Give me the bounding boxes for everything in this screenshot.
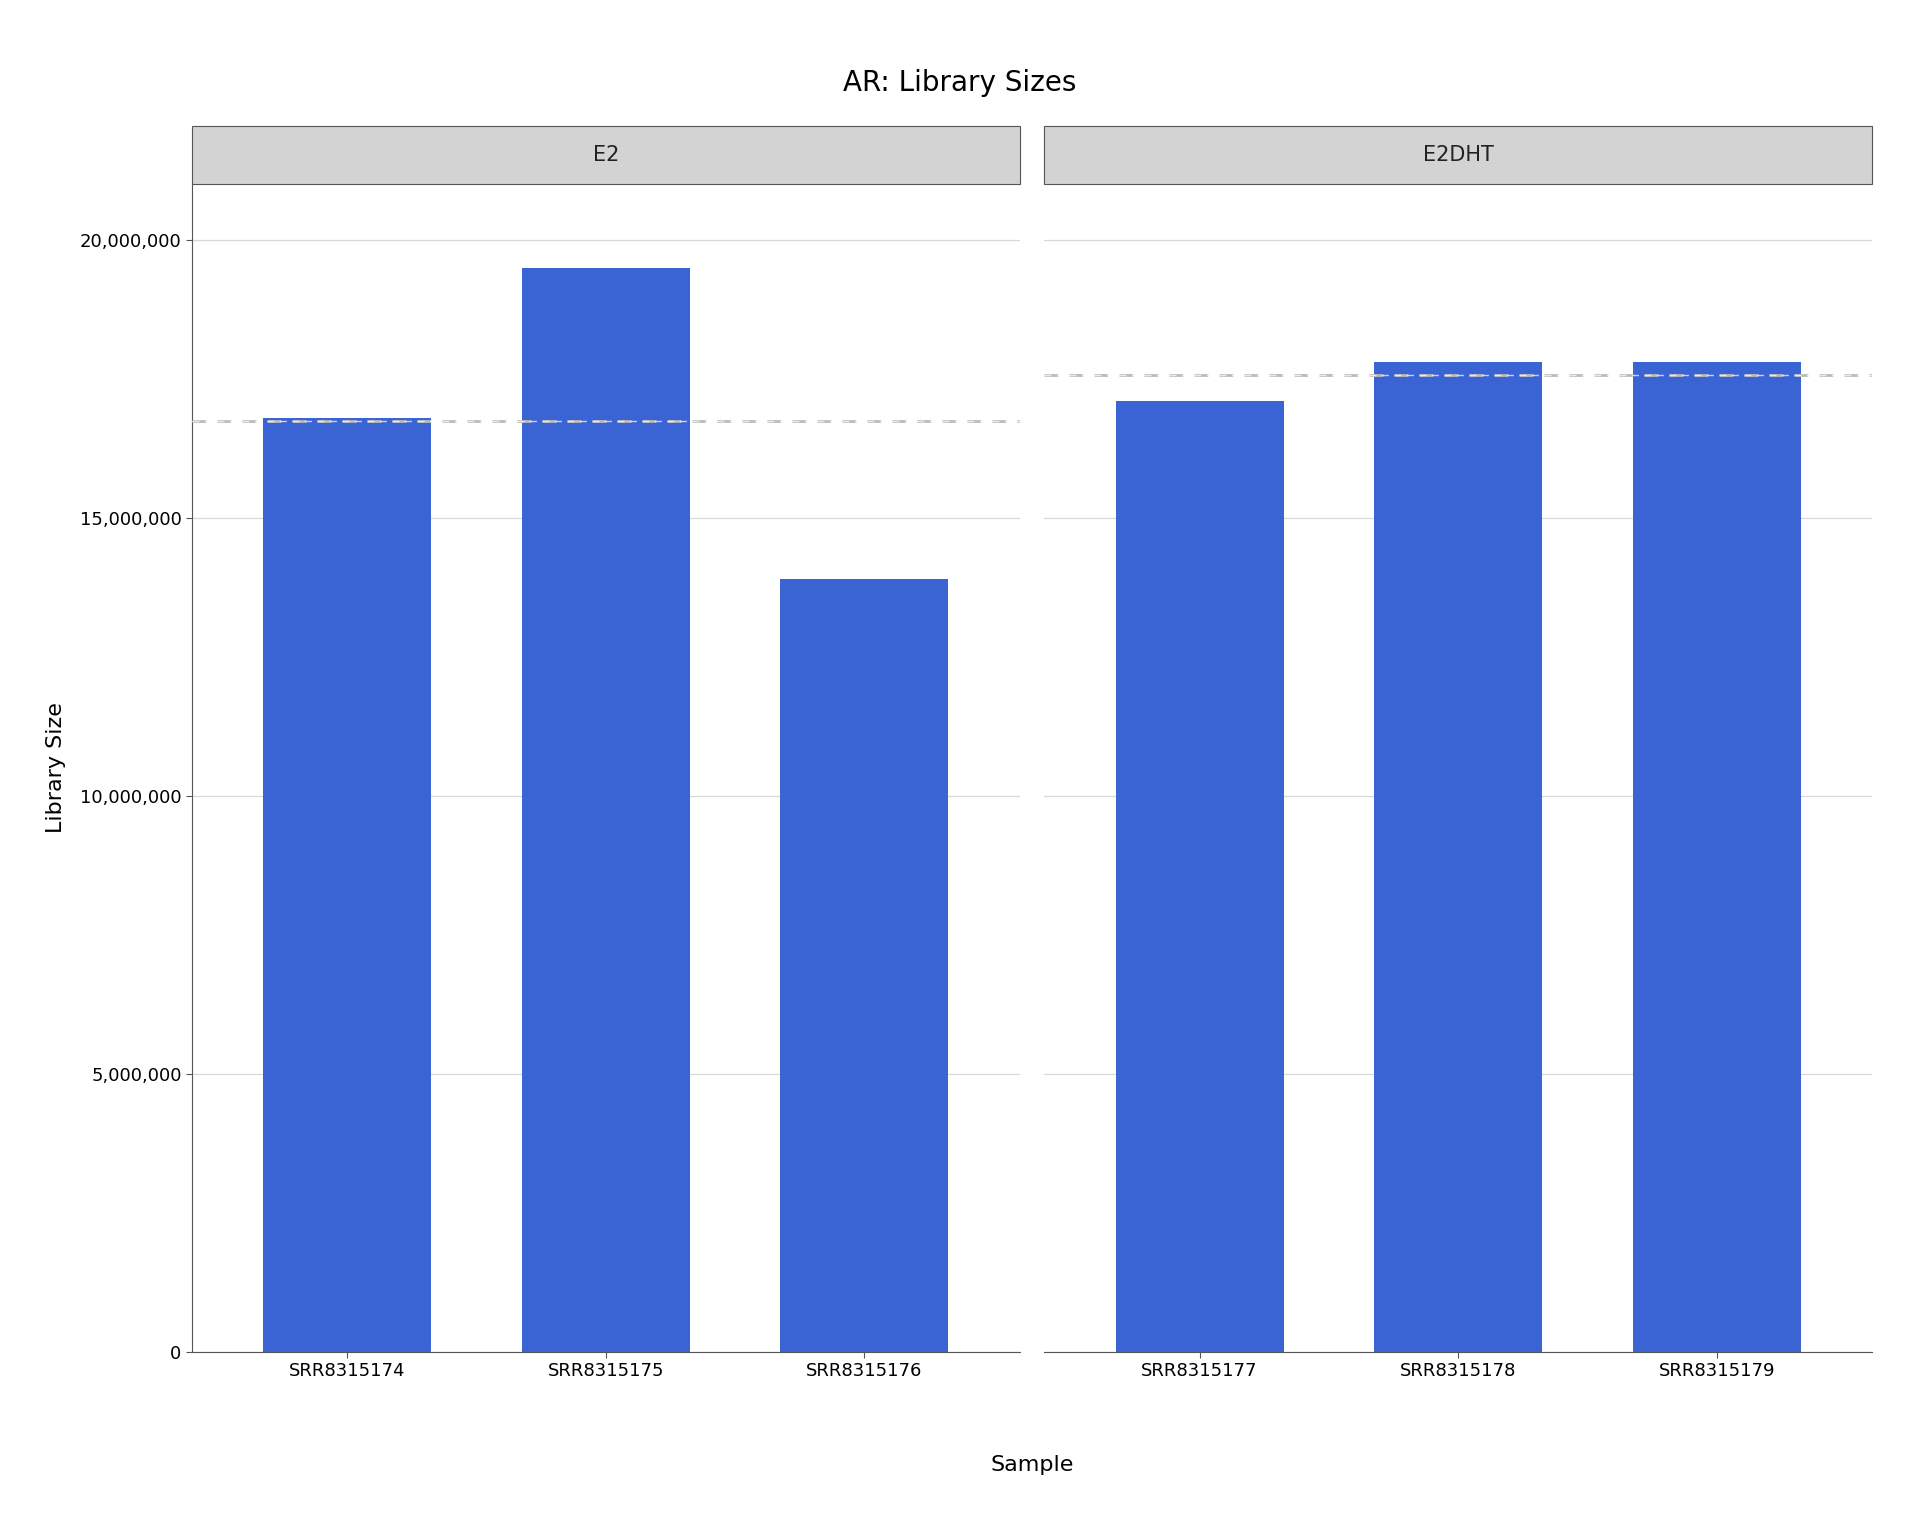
Bar bbox=[780, 579, 948, 1352]
Bar bbox=[1375, 362, 1542, 1352]
Y-axis label: Library Size: Library Size bbox=[46, 702, 65, 834]
Bar bbox=[1632, 362, 1801, 1352]
Text: Sample: Sample bbox=[991, 1455, 1073, 1475]
Text: AR: Library Sizes: AR: Library Sizes bbox=[843, 69, 1077, 97]
Bar bbox=[263, 418, 432, 1352]
Text: E2DHT: E2DHT bbox=[1423, 144, 1494, 166]
Bar bbox=[522, 267, 689, 1352]
Text: E2: E2 bbox=[593, 144, 618, 166]
Bar bbox=[1116, 401, 1284, 1352]
